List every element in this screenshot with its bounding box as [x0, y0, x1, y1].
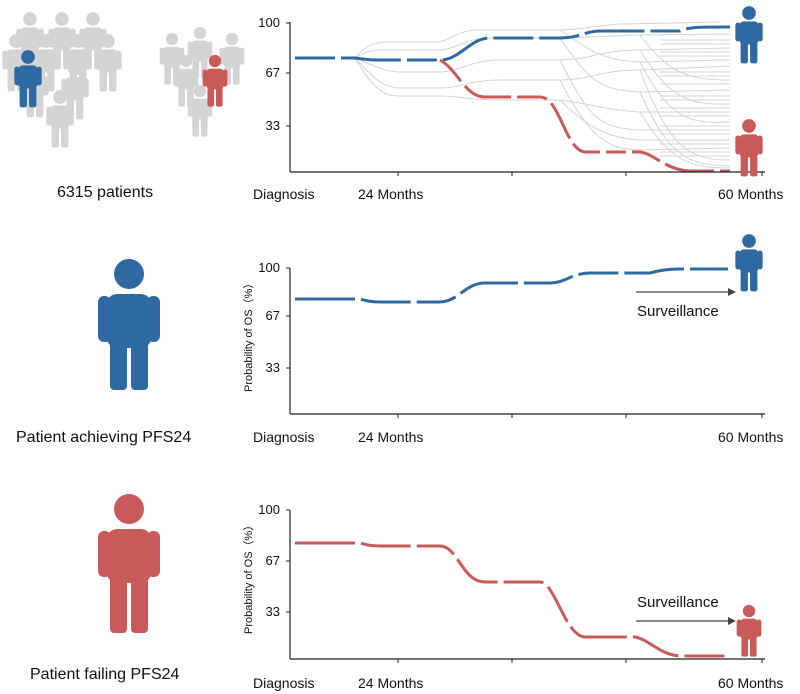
panel-2-xtick-60: 60 Months — [718, 429, 784, 445]
panel-1-ytick-67: 67 — [265, 65, 280, 80]
gray-trajectories — [354, 21, 731, 169]
blue-trajectory-2 — [295, 267, 728, 304]
big-person-blue-icon — [98, 259, 160, 390]
panel-1-ytick-100: 100 — [258, 15, 280, 30]
blue-trajectory — [295, 25, 731, 62]
panel-1-chart — [286, 6, 765, 177]
panel-1-ytick-33: 33 — [265, 118, 280, 133]
person-blue-icon — [735, 6, 763, 64]
panel-2-ytick-67: 67 — [265, 308, 280, 323]
panel-1-xtick-diagnosis: Diagnosis — [253, 186, 315, 202]
panel-2-surveillance-label: Surveillance — [637, 303, 719, 320]
panel-3-xtick-24: 24 Months — [358, 675, 424, 691]
panel-3-chart — [286, 509, 765, 663]
panel-1-xtick-24: 24 Months — [358, 186, 424, 202]
panel-1-left-label: 6315 patients — [57, 184, 154, 201]
crowd-icon — [2, 12, 122, 148]
panel-2-chart — [286, 234, 765, 418]
panel-3-left-label: Patient failing PFS24 — [30, 666, 180, 683]
panel-2-xtick-diagnosis: Diagnosis — [253, 429, 315, 445]
panel-2-left-label: Patient achieving PFS24 — [16, 429, 192, 446]
panel-3-xtick-60: 60 Months — [718, 675, 784, 691]
red-trajectory — [439, 58, 730, 173]
small-group-icon — [159, 26, 245, 137]
red-trajectory-3 — [295, 541, 728, 658]
panel-3-ytick-33: 33 — [265, 604, 280, 619]
panel-3-ytick-100: 100 — [258, 502, 280, 517]
big-person-red-icon — [98, 494, 160, 633]
panel-2-ytick-100: 100 — [258, 260, 280, 275]
panel-3-surveillance-label: Surveillance — [637, 594, 719, 611]
panel-3-xtick-diagnosis: Diagnosis — [253, 675, 315, 691]
panel-2-ytick-33: 33 — [265, 360, 280, 375]
panel-3-ytick-67: 67 — [265, 553, 280, 568]
panel-1-xtick-60: 60 Months — [718, 186, 784, 202]
panel-2-xtick-24: 24 Months — [358, 429, 424, 445]
person-red-icon — [735, 119, 763, 177]
